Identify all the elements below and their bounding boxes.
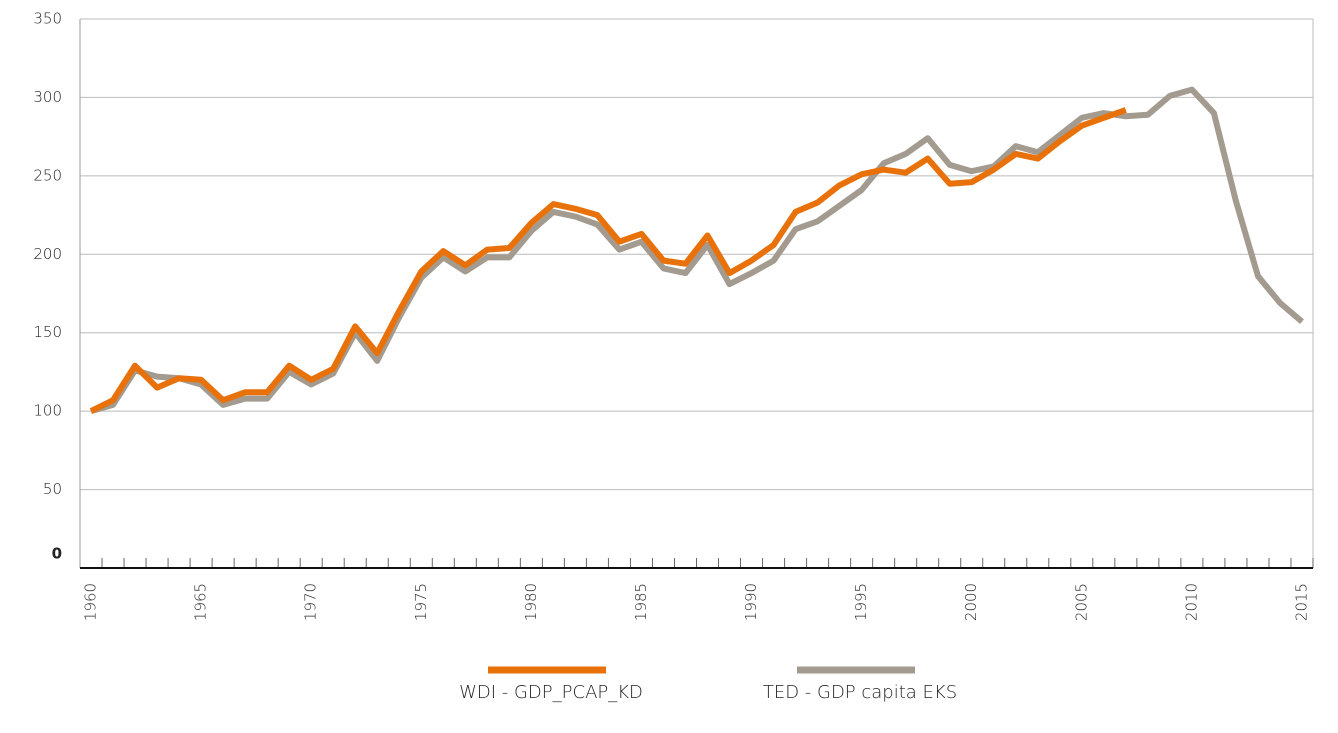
x-tick-label: 1975 (412, 583, 430, 621)
legend-label: WDI - GDP_PCAP_KD (459, 682, 643, 703)
legend-label: TED - GDP capita EKS (763, 682, 957, 703)
x-tick-label: 2010 (1182, 583, 1200, 621)
y-tick-label: 0 (52, 545, 62, 563)
x-tick-label: 1970 (302, 583, 320, 621)
y-tick-label: 250 (33, 166, 62, 184)
y-tick-label: 50 (43, 480, 62, 498)
y-tick-label: 300 (33, 88, 62, 106)
x-tick-label: 1985 (632, 583, 650, 621)
x-tick-label: 1995 (852, 583, 870, 621)
x-tick-label: 2015 (1292, 583, 1310, 621)
series-line (90, 86, 1304, 414)
series-line (89, 107, 1127, 414)
y-tick-label: 100 (33, 402, 62, 420)
x-tick-label: 1990 (742, 583, 760, 621)
x-tick-label: 2005 (1072, 583, 1090, 621)
x-tick-label: 2000 (962, 583, 980, 621)
y-tick-label: 150 (33, 323, 62, 341)
x-tick-label: 1960 (82, 583, 100, 621)
y-tick-label: 200 (33, 245, 62, 263)
x-tick-label: 1980 (522, 583, 540, 621)
x-tick-label: 1965 (192, 583, 210, 621)
y-tick-label: 350 (33, 10, 62, 28)
